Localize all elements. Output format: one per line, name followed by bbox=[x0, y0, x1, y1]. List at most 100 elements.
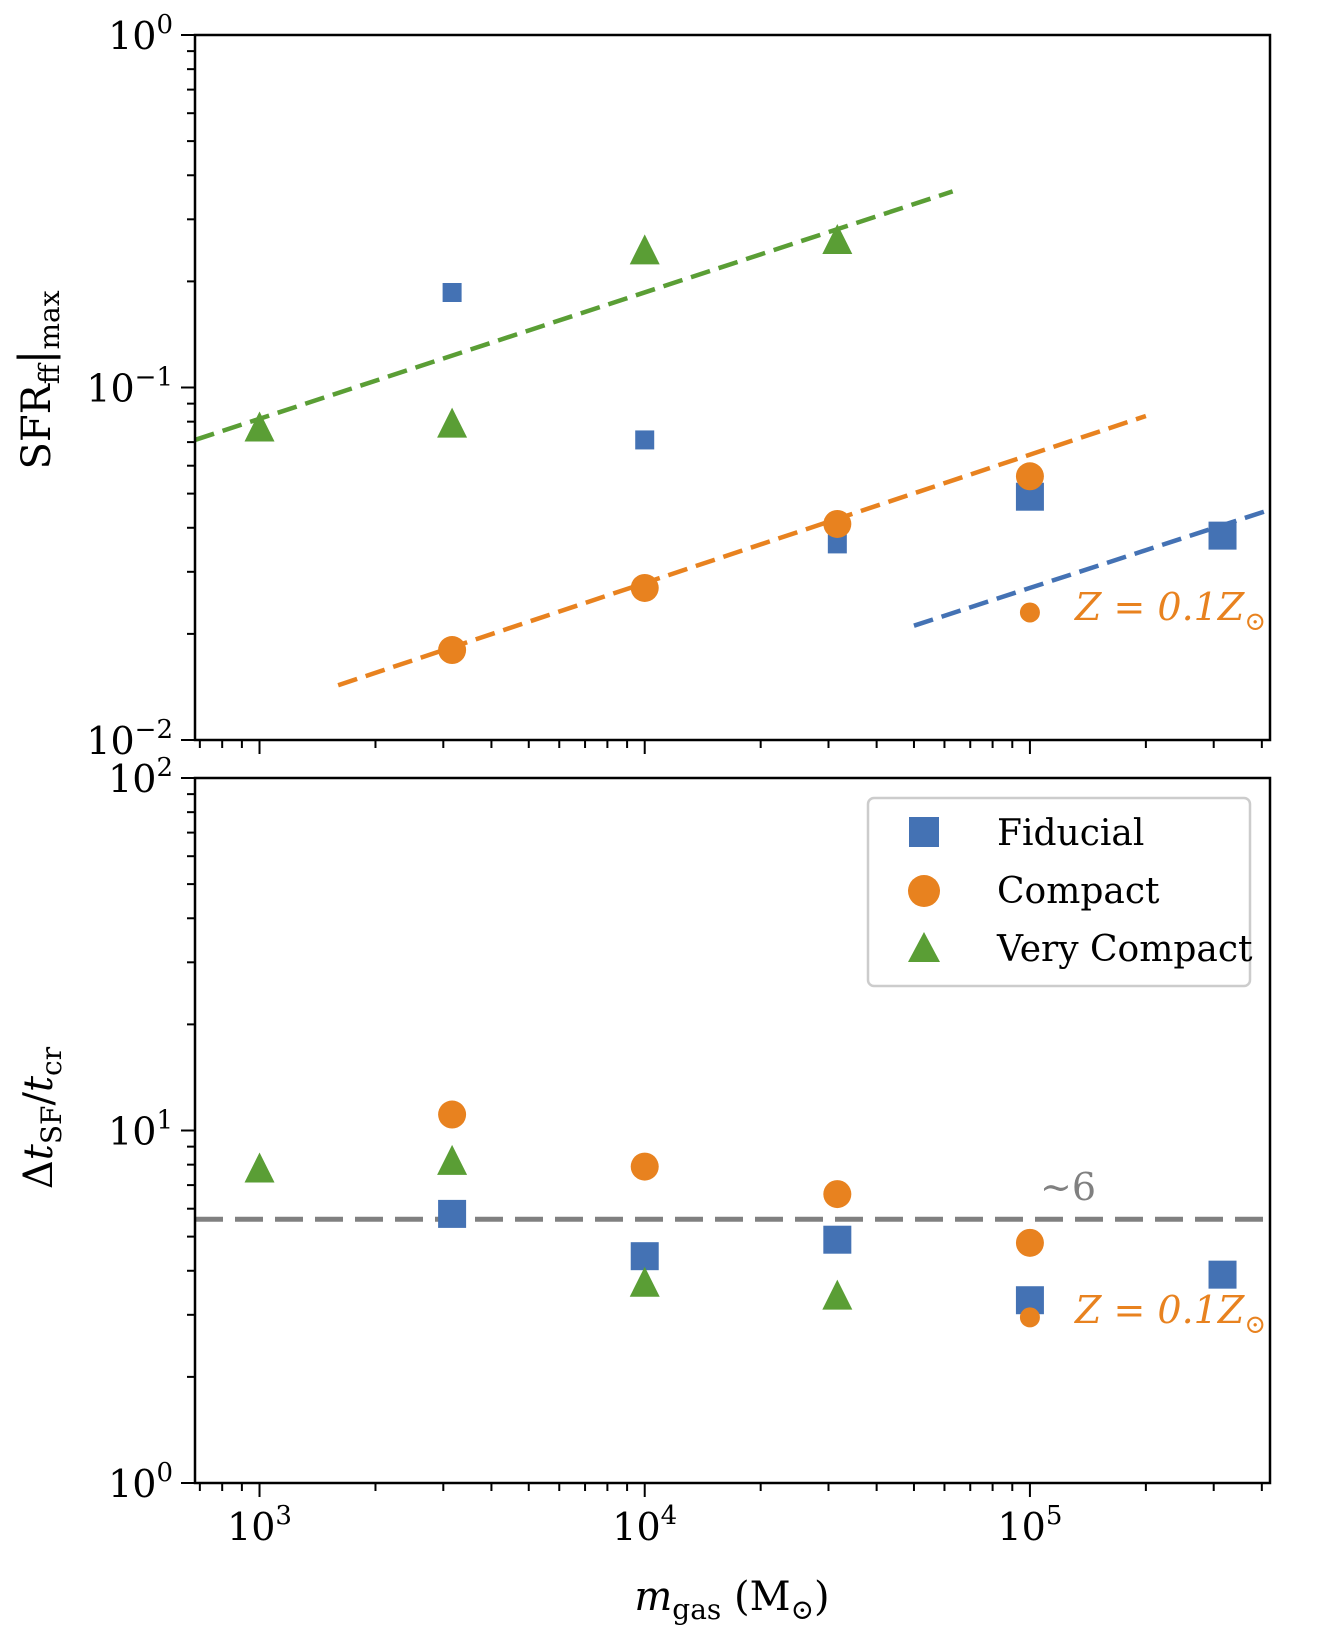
top-fit-line-very-compact bbox=[194, 189, 954, 443]
bottom-very-compact-point bbox=[629, 1266, 660, 1297]
top-compact-point bbox=[1015, 462, 1044, 491]
bottom-y-tick-label-exp: 0 bbox=[156, 1458, 173, 1488]
top-y-tick-label: 10−1 bbox=[86, 363, 173, 411]
top-y-tick-label-base: 10 bbox=[108, 14, 156, 58]
top-axis-ticks bbox=[181, 34, 1263, 754]
top-very-compact-point bbox=[437, 407, 468, 438]
bottom-y-tick-label-base: 10 bbox=[108, 757, 156, 801]
top-very-compact-point bbox=[244, 411, 275, 442]
top-y-axis-label: SFRff|max bbox=[10, 290, 66, 469]
bottom-compact-point bbox=[438, 1100, 467, 1129]
x-label-sub: gas bbox=[672, 1593, 721, 1626]
bottom-y-label-sub1: SF bbox=[35, 1106, 68, 1145]
bottom-annotation: Z = 0.1Z⊙ bbox=[1074, 1288, 1266, 1340]
top-compact-point bbox=[823, 509, 852, 538]
legend-box bbox=[866, 796, 1252, 988]
top-compact-point bbox=[630, 573, 659, 602]
x-label-unit-sub: ⊙ bbox=[791, 1593, 814, 1626]
bottom-compact-point bbox=[1015, 1228, 1044, 1257]
top-plot-frame bbox=[193, 33, 1272, 742]
top-fit-lines bbox=[194, 189, 1271, 688]
x-tick-label-exp: 5 bbox=[1046, 1501, 1063, 1531]
top-compact-point bbox=[438, 636, 467, 665]
top-annotation-sub: ⊙ bbox=[1244, 607, 1266, 637]
x-tick-label-exp: 4 bbox=[661, 1501, 678, 1531]
top-data-points bbox=[244, 224, 1237, 665]
bottom-fiducial-point bbox=[438, 1199, 467, 1228]
top-fiducial-point bbox=[1208, 521, 1237, 550]
top-y-tick-label-base: 10 bbox=[86, 719, 134, 763]
bottom-y-tick-label: 100 bbox=[108, 1458, 173, 1506]
top-y-label-sub2: max bbox=[33, 290, 66, 349]
legend-very-compact-marker bbox=[908, 932, 940, 962]
x-label-main: m bbox=[634, 1574, 672, 1620]
bottom-data-points bbox=[244, 1100, 1237, 1328]
bottom-fiducial-point bbox=[630, 1242, 659, 1271]
bottom-y-label-t1: t bbox=[16, 1143, 62, 1160]
legend-compact-marker bbox=[908, 875, 940, 907]
bottom-plot-frame bbox=[193, 776, 1272, 1485]
reference-line-label: ∼6 bbox=[1040, 1165, 1096, 1209]
top-y-tick-label-exp: −2 bbox=[135, 715, 173, 745]
x-axis-label: mgas (M⊙) bbox=[634, 1574, 829, 1626]
bottom-x-tick-labels: 103 104 105 bbox=[227, 1501, 1062, 1549]
x-label-unit-pre: (M bbox=[721, 1574, 790, 1620]
bottom-y-tick-label: 102 bbox=[108, 753, 173, 801]
top-fiducial-point bbox=[442, 282, 462, 302]
bottom-very-compact-point bbox=[244, 1152, 275, 1183]
bottom-compact-point bbox=[823, 1180, 852, 1209]
bottom-annotation-sub: ⊙ bbox=[1244, 1310, 1266, 1340]
bottom-y-tick-label: 101 bbox=[108, 1106, 173, 1154]
legend: Fiducial Compact Very Compact bbox=[866, 796, 1253, 988]
x-tick-label: 105 bbox=[997, 1501, 1062, 1549]
legend-compact-label: Compact bbox=[997, 871, 1160, 912]
top-fit-line-fiducial bbox=[913, 507, 1271, 628]
x-tick-label-base: 10 bbox=[227, 1505, 275, 1549]
top-fit-line-compact bbox=[337, 413, 1147, 688]
legend-fiducial-marker bbox=[909, 817, 939, 847]
bottom-y-label-slash: / bbox=[16, 1092, 62, 1106]
bottom-y-label-delta: Δ bbox=[16, 1160, 62, 1189]
top-annotation: Z = 0.1Z⊙ bbox=[1074, 585, 1266, 637]
top-y-label-main: SFR bbox=[14, 382, 60, 469]
x-label-unit-post: ) bbox=[814, 1574, 830, 1620]
bottom-y-label-t2: t bbox=[16, 1075, 62, 1092]
x-tick-label-base: 10 bbox=[997, 1505, 1045, 1549]
top-annotation-main: Z = 0.1Z bbox=[1074, 585, 1245, 629]
bottom-y-tick-label-base: 10 bbox=[108, 1462, 156, 1506]
top-very-compact-point bbox=[629, 234, 660, 265]
top-y-tick-label-exp: −1 bbox=[135, 363, 173, 393]
bottom-fiducial-point bbox=[823, 1225, 852, 1254]
top-y-tick-label-exp: 0 bbox=[156, 10, 173, 40]
bottom-y-axis-label: ΔtSF/tcr bbox=[16, 1046, 68, 1189]
top-fiducial-point bbox=[635, 430, 655, 450]
bottom-very-compact-point bbox=[437, 1144, 468, 1175]
x-tick-label-exp: 3 bbox=[275, 1501, 292, 1531]
bottom-annotation-main: Z = 0.1Z bbox=[1074, 1288, 1245, 1332]
bottom-compact-point bbox=[1019, 1307, 1040, 1328]
bottom-very-compact-point bbox=[822, 1279, 853, 1310]
legend-very-compact-label: Very Compact bbox=[996, 929, 1253, 970]
legend-fiducial-label: Fiducial bbox=[997, 813, 1144, 854]
top-very-compact-point bbox=[822, 224, 853, 255]
bottom-axis-ticks bbox=[181, 777, 1263, 1497]
top-fiducial-point bbox=[827, 534, 847, 554]
x-tick-label: 104 bbox=[612, 1501, 677, 1549]
bottom-y-label-sub2: cr bbox=[35, 1046, 68, 1076]
bottom-y-tick-label-exp: 2 bbox=[156, 753, 173, 783]
x-tick-label-base: 10 bbox=[612, 1505, 660, 1549]
bottom-y-tick-label-base: 10 bbox=[108, 1110, 156, 1154]
bottom-compact-point bbox=[630, 1152, 659, 1181]
top-y-tick-label: 10−2 bbox=[86, 715, 173, 763]
bottom-fiducial-point bbox=[1208, 1260, 1237, 1289]
top-y-label-sub1: ff bbox=[33, 362, 66, 384]
top-y-label-bar: | bbox=[10, 350, 61, 365]
top-y-tick-label-base: 10 bbox=[86, 367, 134, 411]
top-y-tick-label: 100 bbox=[108, 10, 173, 58]
bottom-y-tick-label-exp: 1 bbox=[156, 1106, 173, 1136]
